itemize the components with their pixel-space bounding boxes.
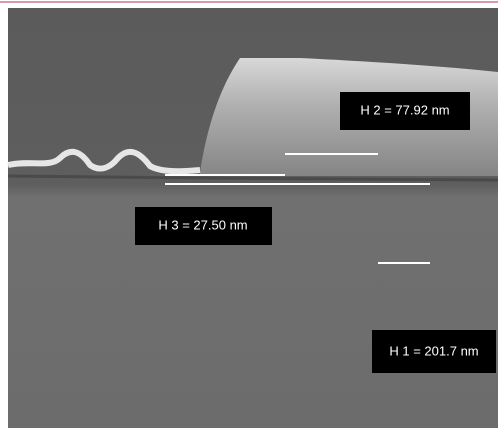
label: H 3 = 27.50 nm: [158, 217, 247, 232]
page: H 2 = 77.92 nm H 3 = 27.50 nm H 1 = 201.…: [0, 0, 498, 428]
label: H 1 = 201.7 nm: [389, 343, 478, 358]
label: H 2 = 77.92 nm: [360, 102, 449, 117]
sem-image: H 2 = 77.92 nm H 3 = 27.50 nm H 1 = 201.…: [0, 0, 498, 428]
